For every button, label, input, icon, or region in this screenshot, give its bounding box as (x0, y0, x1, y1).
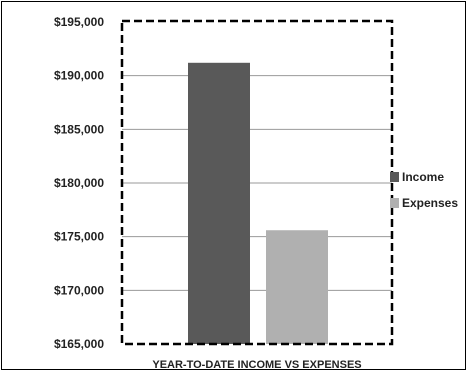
legend-label-income: Income (402, 170, 444, 184)
y-tick-label: $175,000 (54, 230, 104, 244)
y-tick-label: $170,000 (54, 283, 104, 297)
bar-income (188, 62, 250, 344)
bars (188, 62, 328, 344)
bar-expenses (266, 230, 328, 344)
y-tick-label: $185,000 (54, 122, 104, 136)
x-axis-label: YEAR-TO-DATE INCOME VS EXPENSES (152, 359, 361, 371)
legend-swatch-income (390, 172, 399, 182)
y-axis-tick-labels: $165,000 $170,000 $175,000 $180,000 $185,000… (54, 15, 104, 351)
y-tick-label: $195,000 (54, 15, 104, 29)
legend: Income Expenses (390, 170, 458, 210)
plot-area-border (120, 19, 394, 346)
gridlines (122, 75, 392, 291)
legend-swatch-expenses (390, 198, 399, 208)
y-tick-label: $180,000 (54, 176, 104, 190)
y-tick-label: $165,000 (54, 337, 104, 351)
legend-label-expenses: Expenses (402, 196, 458, 210)
y-tick-label: $190,000 (54, 69, 104, 83)
